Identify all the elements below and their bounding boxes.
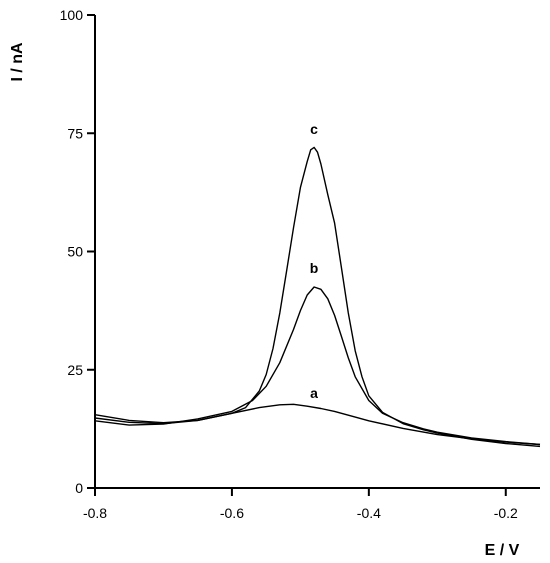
y-tick-label: 25 bbox=[67, 362, 83, 378]
series-curve-b bbox=[94, 286, 541, 446]
y-tick-label: 50 bbox=[67, 244, 83, 260]
x-axis-title: E / V bbox=[485, 542, 520, 559]
series-label-c: c bbox=[310, 121, 318, 137]
y-tick-label: 0 bbox=[75, 480, 83, 496]
x-tick-label: -0.8 bbox=[83, 505, 107, 521]
series-label-a: a bbox=[310, 385, 318, 401]
series-curve-c bbox=[94, 146, 541, 448]
y-tick-label: 100 bbox=[60, 7, 84, 23]
series-labels: a b c bbox=[310, 121, 319, 401]
x-tick-label: -0.4 bbox=[357, 505, 381, 521]
series-label-b: b bbox=[310, 260, 319, 276]
y-axis-title: I / nA bbox=[9, 42, 26, 82]
axes bbox=[94, 15, 540, 489]
y-ticks: 0 25 50 75 100 bbox=[60, 7, 95, 496]
x-tick-label: -0.6 bbox=[220, 505, 244, 521]
x-ticks: -0.8 -0.6 -0.4 -0.2 bbox=[83, 488, 518, 521]
y-tick-label: 75 bbox=[67, 125, 83, 141]
x-tick-label: -0.2 bbox=[494, 505, 518, 521]
series-curves bbox=[94, 146, 541, 448]
